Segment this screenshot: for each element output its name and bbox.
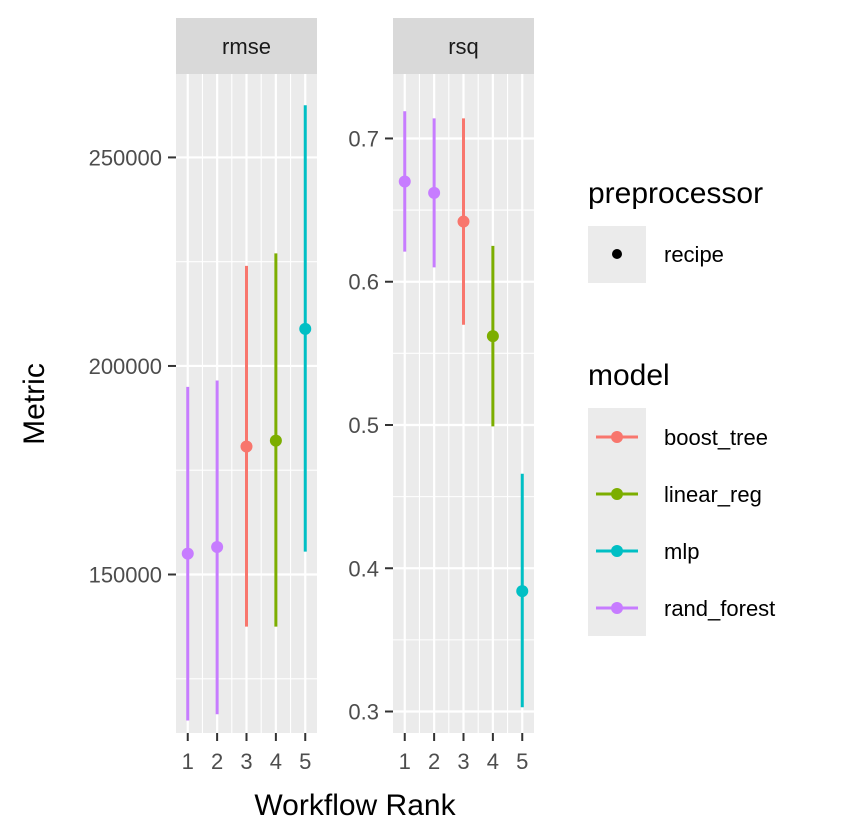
legend-label-rand_forest: rand_forest bbox=[664, 596, 775, 621]
data-point-rand_forest bbox=[428, 186, 441, 199]
data-point-rand_forest bbox=[211, 540, 224, 553]
data-point-rand_forest bbox=[181, 547, 194, 560]
x-tick-label: 4 bbox=[487, 749, 499, 774]
strip-background bbox=[176, 18, 317, 74]
y-tick-label: 0.3 bbox=[348, 700, 379, 725]
facet-rsq: rsq 0.3 0.4 0.5 0.6 0.7 1 2 3 4 5 bbox=[348, 18, 534, 774]
data-point-rand_forest bbox=[398, 175, 411, 188]
legend-key-point bbox=[612, 249, 622, 259]
x-axis-title: Workflow Rank bbox=[254, 789, 456, 822]
x-tick-label: 5 bbox=[299, 749, 311, 774]
legend-key-background bbox=[588, 408, 646, 636]
legend-label-recipe: recipe bbox=[664, 242, 724, 267]
legend-key-point-boost_tree bbox=[611, 431, 623, 443]
x-tick-label: 2 bbox=[428, 749, 440, 774]
legend-label-mlp: mlp bbox=[664, 539, 699, 564]
legend-title-preprocessor: preprocessor bbox=[588, 177, 763, 210]
data-point-mlp bbox=[516, 585, 529, 598]
strip-background bbox=[393, 18, 534, 74]
x-tick-label: 2 bbox=[211, 749, 223, 774]
legend-label-boost_tree: boost_tree bbox=[664, 425, 768, 450]
legend-key-point-linear_reg bbox=[611, 488, 623, 500]
data-point-linear_reg bbox=[486, 330, 499, 343]
strip-label: rsq bbox=[448, 34, 479, 59]
data-point-boost_tree bbox=[240, 440, 253, 453]
y-tick-label: 0.5 bbox=[348, 413, 379, 438]
y-tick-label: 0.4 bbox=[348, 556, 379, 581]
y-tick-label: 150000 bbox=[89, 563, 162, 588]
facet-rmse: rmse 150000 200000 250000 1 2 3 4 5 bbox=[89, 18, 317, 774]
x-tick-label: 4 bbox=[270, 749, 282, 774]
y-axis-title: Metric bbox=[18, 363, 51, 445]
x-tick-label: 5 bbox=[516, 749, 528, 774]
data-point-boost_tree bbox=[457, 215, 470, 228]
x-tick-label: 3 bbox=[240, 749, 252, 774]
x-tick-label: 1 bbox=[399, 749, 411, 774]
strip-label: rmse bbox=[222, 34, 271, 59]
y-tick-label: 200000 bbox=[89, 354, 162, 379]
data-point-linear_reg bbox=[269, 434, 282, 447]
legend-label-linear_reg: linear_reg bbox=[664, 482, 762, 507]
data-point-mlp bbox=[299, 322, 312, 335]
y-tick-label: 0.7 bbox=[348, 126, 379, 151]
legend-title-model: model bbox=[588, 359, 670, 392]
y-tick-label: 250000 bbox=[89, 145, 162, 170]
x-tick-label: 3 bbox=[457, 749, 469, 774]
legend-key-point-rand_forest bbox=[611, 602, 623, 614]
x-tick-label: 1 bbox=[182, 749, 194, 774]
y-tick-label: 0.6 bbox=[348, 270, 379, 295]
legend-key-point-mlp bbox=[611, 545, 623, 557]
